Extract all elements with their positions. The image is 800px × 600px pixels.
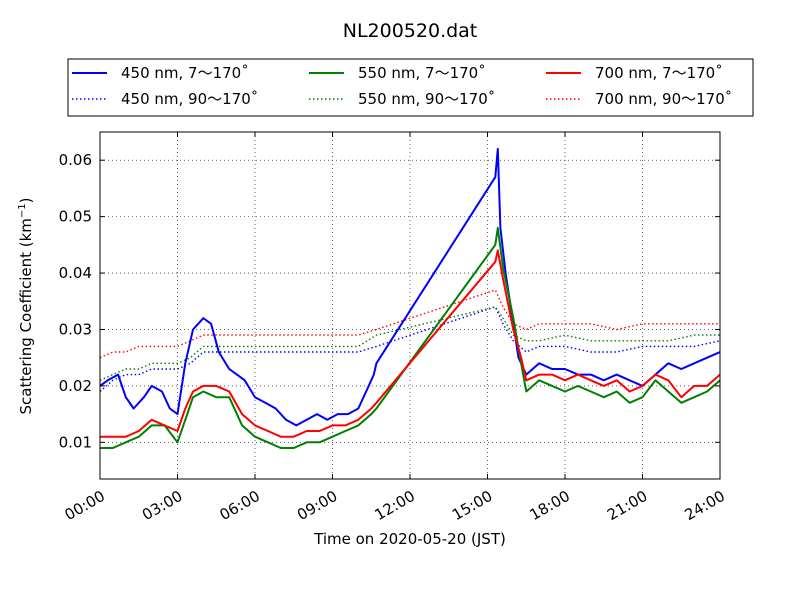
- legend-label: 450 nm, 7～170˚: [121, 64, 249, 82]
- y-tick-label: 0.03: [59, 320, 92, 338]
- legend-label: 700 nm, 90～170˚: [595, 90, 732, 108]
- legend-label: 550 nm, 7～170˚: [358, 64, 486, 82]
- chart-title: NL200520.dat: [343, 20, 478, 42]
- y-axis-label-close: ): [17, 197, 35, 203]
- x-tick-label: 12:00: [372, 487, 418, 524]
- x-tick-label: 24:00: [682, 487, 728, 524]
- x-tick-label: 03:00: [139, 487, 185, 524]
- y-tick-label: 0.05: [59, 208, 92, 226]
- x-tick-label: 09:00: [294, 487, 340, 524]
- y-tick-label: 0.01: [59, 433, 92, 451]
- x-axis-label: Time on 2020-05-20 (JST): [313, 530, 506, 548]
- y-axis-label: Scattering Coefficient (km−1): [17, 197, 35, 414]
- x-tick-label: 18:00: [527, 487, 573, 524]
- x-tick-label: 15:00: [449, 487, 495, 524]
- legend: 450 nm, 7～170˚ 450 nm, 90～170˚ 550 nm, 7～1…: [67, 58, 754, 117]
- series-line: [100, 306, 720, 381]
- legend-label: 550 nm, 90～170˚: [358, 90, 495, 108]
- series-line: [100, 289, 720, 359]
- x-tick-label: 21:00: [604, 487, 650, 524]
- series-line: [100, 226, 720, 449]
- legend-box: [67, 58, 754, 117]
- x-tick-label: 06:00: [217, 487, 263, 524]
- axis-ticks: 00:00 03:00 06:00 09:00 12:00 15:00 18:00 21:00…: [59, 132, 728, 524]
- grid-lines: [100, 132, 720, 479]
- series-line: [100, 306, 720, 393]
- legend-label: 450 nm, 90～170˚: [121, 90, 258, 108]
- y-tick-label: 0.02: [59, 377, 92, 395]
- series-line: [100, 147, 720, 427]
- series-lines: [100, 147, 720, 449]
- series-line: [100, 249, 720, 438]
- y-axis-label-main: Scattering Coefficient (km: [17, 218, 35, 414]
- legend-label: 700 nm, 7～170˚: [595, 64, 723, 82]
- y-tick-label: 0.06: [59, 151, 92, 169]
- y-axis-label-unit-exp: −1: [17, 203, 28, 218]
- x-tick-label: 00:00: [62, 487, 108, 524]
- y-tick-label: 0.04: [59, 264, 92, 282]
